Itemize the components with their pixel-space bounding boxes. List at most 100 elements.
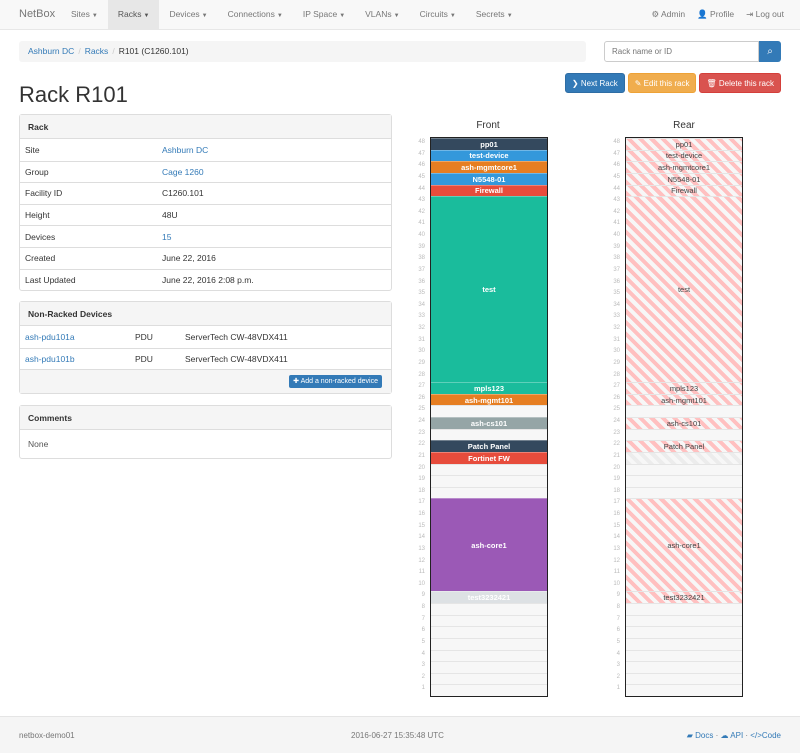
rack-unit[interactable] bbox=[626, 614, 742, 627]
rack-unit[interactable] bbox=[431, 684, 547, 696]
rack-unit[interactable] bbox=[626, 649, 742, 662]
nav-profile[interactable]: 👤 Profile bbox=[691, 0, 740, 29]
rack-device-front[interactable]: N5548-01 bbox=[431, 172, 547, 185]
device-link[interactable]: ash-pdu101a bbox=[25, 331, 75, 342]
nav-admin[interactable]: ⚙ Admin bbox=[645, 0, 691, 29]
rack-device-rear[interactable]: mpls123 bbox=[626, 382, 742, 394]
unit-number: 32 bbox=[613, 325, 620, 331]
rack-unit[interactable] bbox=[431, 614, 547, 627]
unit-number: 47 bbox=[418, 150, 425, 157]
rack-device-rear[interactable]: ash-cs101 bbox=[626, 417, 742, 429]
rack-unit[interactable] bbox=[431, 626, 547, 638]
unit-number: 6 bbox=[421, 627, 425, 634]
attr-value[interactable]: 15 bbox=[162, 231, 172, 242]
rack-unit[interactable] bbox=[431, 486, 547, 499]
rack-unit[interactable] bbox=[431, 463, 547, 476]
rack-device-front[interactable]: ash-cs101 bbox=[431, 417, 547, 429]
unit-number: 29 bbox=[418, 359, 425, 366]
rack-device-rear[interactable]: test-device bbox=[626, 149, 742, 162]
next-rack-button[interactable]: ❯ Next Rack bbox=[564, 73, 625, 93]
rack-device-rear[interactable]: test bbox=[626, 196, 742, 383]
rack-device-front[interactable]: ash-mgmt101 bbox=[431, 393, 547, 406]
rack-unit[interactable] bbox=[431, 637, 547, 650]
unit-number: 2 bbox=[421, 673, 425, 680]
rack-device-front[interactable]: pp01 bbox=[431, 138, 547, 150]
add-nonracked-device-button[interactable]: ✚ Add a non-racked device bbox=[289, 375, 382, 389]
rack-rear: pp01 test-device ash-mgmtcore1 N5548-01 Fire… bbox=[625, 137, 743, 697]
rack-unit[interactable] bbox=[626, 626, 742, 638]
breadcrumb-current: R101 (C1260.101) bbox=[118, 46, 189, 56]
breadcrumb-racks[interactable]: Racks bbox=[84, 46, 109, 56]
unit-number: 8 bbox=[616, 604, 620, 610]
footer-timestamp: 2016-06-27 15:35:48 UTC bbox=[351, 731, 444, 740]
unit-number: 18 bbox=[613, 487, 620, 494]
rack-unit[interactable] bbox=[626, 486, 742, 499]
nav-devices[interactable]: Devices ▼ bbox=[159, 0, 217, 29]
device-link[interactable]: ash-pdu101b bbox=[25, 353, 75, 364]
rack-device-front[interactable]: Patch Panel bbox=[431, 440, 547, 452]
docs-link[interactable]: ▰ Docs bbox=[686, 731, 714, 740]
rack-unit[interactable] bbox=[431, 475, 547, 487]
search-input[interactable] bbox=[604, 41, 759, 62]
rack-unit[interactable] bbox=[626, 428, 742, 441]
search-button[interactable]: ⌕ bbox=[759, 41, 781, 62]
rack-unit[interactable] bbox=[626, 672, 742, 685]
rack-device-front[interactable]: test3232421 bbox=[431, 591, 547, 603]
rack-device-rear[interactable]: ash-core1 bbox=[626, 498, 742, 592]
rack-unit[interactable] bbox=[431, 603, 547, 615]
edit-rack-button[interactable]: ✎ Edit this rack bbox=[627, 73, 697, 93]
rack-device-front[interactable]: test bbox=[431, 196, 547, 383]
rack-unit[interactable] bbox=[431, 649, 547, 662]
rack-unit[interactable] bbox=[431, 405, 547, 417]
rack-unit[interactable] bbox=[626, 475, 742, 487]
brand-logo[interactable]: NetBox bbox=[19, 8, 56, 20]
rack-device-front[interactable]: mpls123 bbox=[431, 382, 547, 394]
unit-number: 45 bbox=[613, 173, 620, 180]
rack-device-rear[interactable]: test3232421 bbox=[626, 591, 742, 603]
rack-unit[interactable] bbox=[626, 603, 742, 615]
nav-vlans[interactable]: VLANs ▼ bbox=[355, 0, 409, 29]
rack-device-front[interactable]: test-device bbox=[431, 149, 547, 162]
nav-sites[interactable]: Sites ▼ bbox=[61, 0, 108, 29]
rack-unit[interactable] bbox=[626, 463, 742, 476]
pencil-icon: ✎ bbox=[634, 79, 644, 88]
unit-number: 13 bbox=[418, 545, 425, 552]
rack-device-rear[interactable]: ash-mgmtcore1 bbox=[626, 161, 742, 173]
api-link[interactable]: ☁ API bbox=[720, 731, 744, 740]
caret-down-icon: ▼ bbox=[506, 13, 513, 19]
breadcrumb-site[interactable]: Ashburn DC bbox=[28, 46, 75, 56]
rack-device-front[interactable]: Firewall bbox=[431, 184, 547, 197]
code-link[interactable]: </>Code bbox=[750, 731, 781, 740]
delete-rack-button[interactable]: 🗑 Delete this rack bbox=[699, 73, 781, 93]
rack-device-rear[interactable] bbox=[626, 451, 742, 464]
rack-unit[interactable] bbox=[626, 684, 742, 696]
rack-unit[interactable] bbox=[431, 672, 547, 685]
rack-device-front[interactable]: ash-core1 bbox=[431, 498, 547, 592]
nav-circuits[interactable]: Circuits ▼ bbox=[410, 0, 466, 29]
nav-label: Admin bbox=[661, 9, 686, 19]
attr-label: Site bbox=[25, 144, 40, 155]
attr-value[interactable]: Cage 1260 bbox=[162, 166, 204, 177]
nav-connections[interactable]: Connections ▼ bbox=[218, 0, 293, 29]
nav-racks[interactable]: Racks ▼ bbox=[107, 0, 160, 29]
nav-secrets[interactable]: Secrets ▼ bbox=[466, 0, 523, 29]
rack-device-rear[interactable]: ash-mgmt101 bbox=[626, 393, 742, 406]
rack-device-rear[interactable]: Firewall bbox=[626, 184, 742, 197]
rack-unit[interactable] bbox=[626, 637, 742, 650]
rack-unit[interactable] bbox=[431, 661, 547, 673]
rack-unit[interactable] bbox=[626, 405, 742, 417]
rack-device-front[interactable]: Fortinet FW bbox=[431, 451, 547, 464]
gear-icon: ⚙ bbox=[651, 9, 661, 19]
rack-device-rear[interactable]: Patch Panel bbox=[626, 440, 742, 452]
rack-device-front[interactable]: ash-mgmtcore1 bbox=[431, 161, 547, 173]
rack-device-rear[interactable]: N5548-01 bbox=[626, 172, 742, 185]
rack-unit[interactable] bbox=[431, 428, 547, 441]
unit-number: 37 bbox=[418, 266, 425, 273]
nav-ip-space[interactable]: IP Space ▼ bbox=[293, 0, 355, 29]
attr-value[interactable]: Ashburn DC bbox=[162, 144, 209, 155]
caret-down-icon: ▼ bbox=[143, 13, 150, 19]
rack-unit[interactable] bbox=[626, 661, 742, 673]
nav-log-out[interactable]: ⇥ Log out bbox=[740, 0, 790, 29]
nav-label: IP Space bbox=[302, 9, 338, 19]
rack-device-rear[interactable]: pp01 bbox=[626, 138, 742, 150]
